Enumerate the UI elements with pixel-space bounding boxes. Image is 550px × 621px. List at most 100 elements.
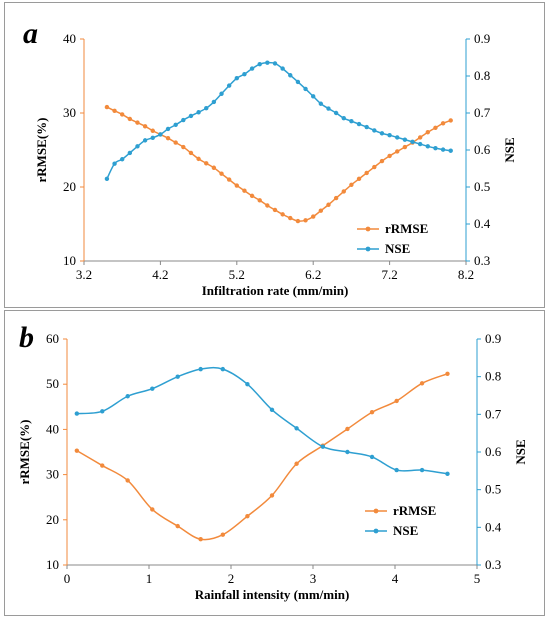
chart-b-point-rrmse bbox=[74, 448, 80, 453]
chart-a-point-nse bbox=[288, 73, 293, 78]
chart-b-y-left-axis-title: rRMSE(%) bbox=[17, 420, 32, 485]
chart-b-x-tick-label: 1 bbox=[146, 571, 153, 586]
chart-b-y-left-tick-label: 30 bbox=[46, 467, 59, 482]
chart-a-point-rrmse bbox=[173, 140, 178, 145]
chart-a-point-rrmse bbox=[356, 176, 362, 182]
chart-b-point-rrmse bbox=[175, 523, 180, 529]
chart-a-point-rrmse bbox=[211, 165, 217, 170]
chart-a-point-rrmse bbox=[448, 118, 453, 123]
chart-a-point-nse bbox=[165, 126, 171, 132]
chart-b-y-right-tick-label: 0.4 bbox=[485, 519, 502, 534]
chart-b-point-nse bbox=[100, 409, 105, 414]
chart-a-point-rrmse bbox=[181, 144, 186, 150]
chart-b-x-tick-label: 2 bbox=[228, 571, 235, 586]
chart-b-point-nse bbox=[150, 386, 155, 391]
chart-b-x-tick-label: 3 bbox=[310, 571, 317, 586]
chart-a-x-tick-label: 7.2 bbox=[381, 267, 397, 282]
chart-a-point-nse bbox=[265, 60, 270, 65]
chart-a-point-rrmse bbox=[341, 189, 346, 194]
chart-a-y-right-tick-label: 0.6 bbox=[474, 142, 491, 157]
chart-a-point-rrmse bbox=[425, 130, 430, 135]
chart-b-y-left-tick-label: 10 bbox=[46, 557, 59, 572]
chart-a-point-nse bbox=[104, 176, 110, 182]
chart-a-point-rrmse bbox=[249, 193, 255, 199]
chart-panel-a: a 3.2 4.2 5.2 6.2 7.2 8.2 10 20 30 40 0.3 0.4 0.5 0.6… bbox=[4, 2, 545, 308]
chart-b-y-left-tick-label: 40 bbox=[46, 421, 59, 436]
chart-b-y-right-tick-label: 0.3 bbox=[485, 557, 501, 572]
chart-b-x-axis-title: Rainfall intensity (mm/min) bbox=[195, 587, 350, 602]
chart-a-point-nse bbox=[181, 117, 186, 123]
chart-b-legend-marker-rrmse bbox=[373, 508, 379, 514]
chart-b-point-nse bbox=[175, 374, 180, 379]
chart-a-point-rrmse bbox=[104, 104, 110, 110]
chart-b-point-rrmse bbox=[125, 478, 130, 483]
chart-b-point-nse bbox=[220, 366, 225, 372]
chart-a-point-rrmse bbox=[333, 195, 339, 201]
chart-a-point-rrmse bbox=[311, 214, 316, 219]
chart-b-x-tick-label: 0 bbox=[64, 571, 71, 586]
chart-a-point-nse bbox=[311, 94, 316, 99]
chart-a-x-tick-label: 6.2 bbox=[305, 267, 321, 282]
chart-b-y-right-tick-label: 0.6 bbox=[485, 444, 502, 459]
chart-a-y-left-tick-label: 10 bbox=[63, 253, 76, 268]
chart-a-point-rrmse bbox=[433, 125, 438, 130]
chart-a-y-left-axis-title: rRMSE(%) bbox=[34, 118, 49, 183]
chart-a-point-rrmse bbox=[417, 135, 423, 140]
chart-b-legend-label-nse: NSE bbox=[393, 523, 418, 538]
chart-a-point-nse bbox=[318, 101, 324, 106]
chart-a-y-right-tick-label: 0.9 bbox=[474, 31, 490, 46]
chart-b-point-rrmse bbox=[394, 398, 399, 404]
chart-b-point-nse bbox=[394, 467, 399, 473]
chart-b-series-line-rrmse bbox=[76, 373, 448, 541]
chart-a-point-rrmse bbox=[402, 144, 408, 150]
chart-a-y-left-tick-label: 40 bbox=[63, 31, 76, 46]
chart-b-x-tick-label: 5 bbox=[474, 571, 481, 586]
chart-a-y-right-tick-label: 0.4 bbox=[474, 216, 491, 231]
chart-a-point-nse bbox=[204, 105, 209, 111]
chart-b-point-rrmse bbox=[369, 410, 375, 415]
chart-a-series-line-nse bbox=[106, 61, 451, 180]
chart-a-point-nse bbox=[150, 135, 155, 140]
chart-a-x-tick-label: 5.2 bbox=[229, 267, 245, 282]
chart-a-point-nse bbox=[112, 161, 117, 166]
panel-label-b: b bbox=[19, 321, 34, 354]
chart-a-point-rrmse bbox=[142, 124, 148, 129]
chart-a-point-rrmse bbox=[303, 218, 308, 223]
chart-a-point-nse bbox=[249, 66, 255, 71]
chart-a-series-line-rrmse bbox=[106, 106, 451, 222]
chart-a-point-nse bbox=[395, 135, 400, 140]
chart-a-point-nse bbox=[417, 141, 423, 147]
chart-a-point-rrmse bbox=[242, 188, 247, 193]
chart-a-y-right-tick-label: 0.5 bbox=[474, 179, 490, 194]
chart-a-y-right-tick-label: 0.8 bbox=[474, 68, 490, 83]
chart-a-point-nse bbox=[272, 61, 278, 66]
chart-a-point-rrmse bbox=[280, 212, 285, 217]
chart-b-point-rrmse bbox=[198, 537, 203, 542]
chart-a-y-right-axis-title: NSE bbox=[502, 137, 517, 162]
chart-b-point-nse bbox=[269, 407, 275, 413]
chart-a-point-nse bbox=[349, 118, 354, 124]
chart-a-point-rrmse bbox=[112, 108, 117, 113]
chart-b-point-nse bbox=[445, 471, 450, 477]
chart-a-point-nse bbox=[402, 137, 408, 142]
chart-a-point-nse bbox=[387, 133, 392, 138]
chart-b-x-tick-label: 4 bbox=[392, 571, 399, 586]
chart-b-y-left-tick-label: 50 bbox=[46, 376, 59, 391]
chart-a-point-rrmse bbox=[326, 202, 331, 207]
chart-b-y-right-tick-label: 0.9 bbox=[485, 331, 501, 346]
chart-a-legend-marker-rrmse bbox=[365, 226, 371, 232]
chart-a-point-rrmse bbox=[226, 177, 232, 182]
chart-a-svg: a 3.2 4.2 5.2 6.2 7.2 8.2 10 20 30 40 0.3 0.4 0.5 0.6… bbox=[23, 17, 517, 298]
chart-b-y-left-tick-label: 60 bbox=[46, 331, 59, 346]
chart-a-point-rrmse bbox=[364, 170, 369, 176]
chart-a-point-rrmse bbox=[372, 164, 377, 170]
chart-a-point-nse bbox=[433, 145, 438, 151]
chart-a-point-rrmse bbox=[165, 135, 171, 141]
chart-b-svg: b 0 1 2 3 4 5 10 20 30 40 50 60 0.3 0.4 0.5 0.6 0.7 0.8 0.… bbox=[17, 321, 528, 602]
chart-a-legend-marker-nse bbox=[365, 246, 371, 252]
chart-a-point-nse bbox=[379, 131, 385, 136]
chart-a-point-rrmse bbox=[204, 161, 209, 166]
chart-b-point-rrmse bbox=[294, 461, 299, 466]
chart-a-point-nse bbox=[188, 113, 194, 119]
chart-a-point-nse bbox=[257, 61, 262, 67]
